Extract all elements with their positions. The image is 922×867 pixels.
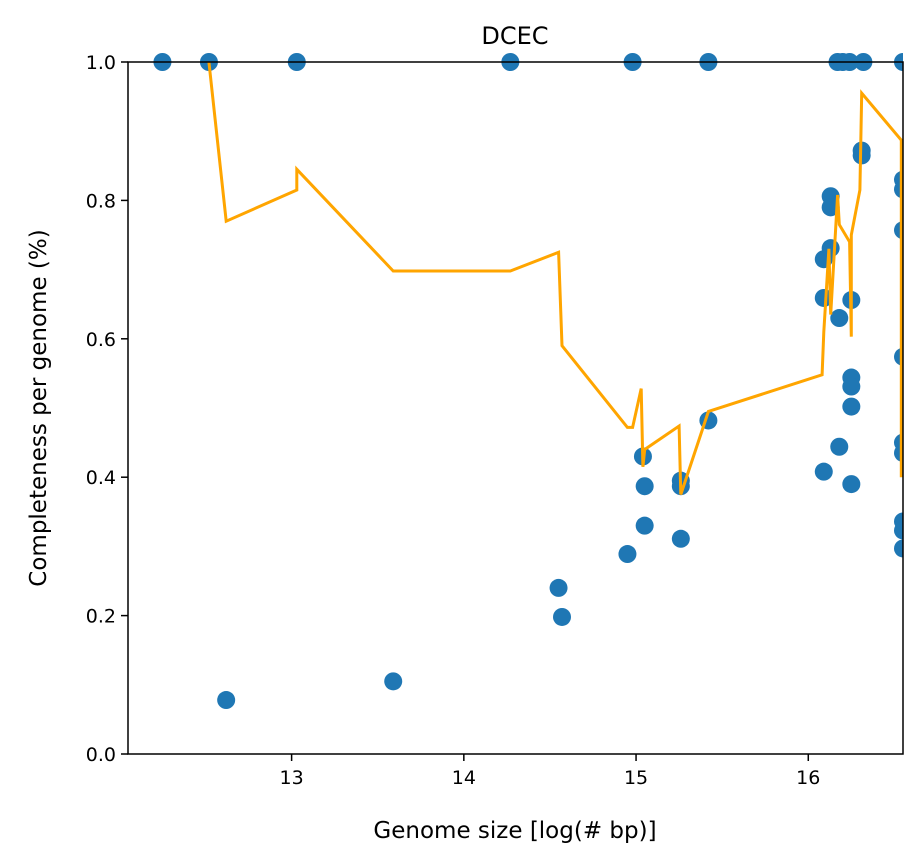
data-point [830,437,849,456]
y-tick-label: 0.0 [86,744,116,766]
data-point [821,239,840,258]
y-tick-label: 0.6 [86,329,116,351]
data-point [618,545,637,564]
chart-title: DCEC [481,22,548,50]
axes-frame [127,61,904,755]
y-tick-label: 1.0 [86,52,116,74]
data-point [814,288,833,307]
y-tick-label: 0.8 [86,190,116,212]
data-point [635,516,654,535]
data-point [553,607,571,626]
data-point [671,529,690,548]
x-tick-label: 13 [280,767,304,789]
data-point [830,309,849,328]
data-point [894,521,903,540]
y-tick-label: 0.2 [86,606,116,628]
data-point [814,462,833,481]
data-point [549,578,568,597]
data-point [894,539,903,558]
data-point [217,691,236,710]
x-tick-label: 16 [796,767,820,789]
y-axis-label: Completeness per genome (%) [26,229,52,586]
data-point [842,475,861,494]
plot-area: 13 14 15 16 0.0 0.2 0.4 0.6 0.8 1.0 [86,52,904,789]
data-point [842,397,861,416]
data-point [842,377,861,396]
x-axis-label: Genome size [log(# bp)] [373,818,656,844]
data-marks [153,53,903,710]
y-tick-label: 0.4 [86,467,116,489]
data-point [384,672,403,691]
x-tick-label: 14 [452,767,476,789]
trend-line [207,61,903,495]
data-point [635,477,654,496]
x-tick-label: 15 [624,767,648,789]
